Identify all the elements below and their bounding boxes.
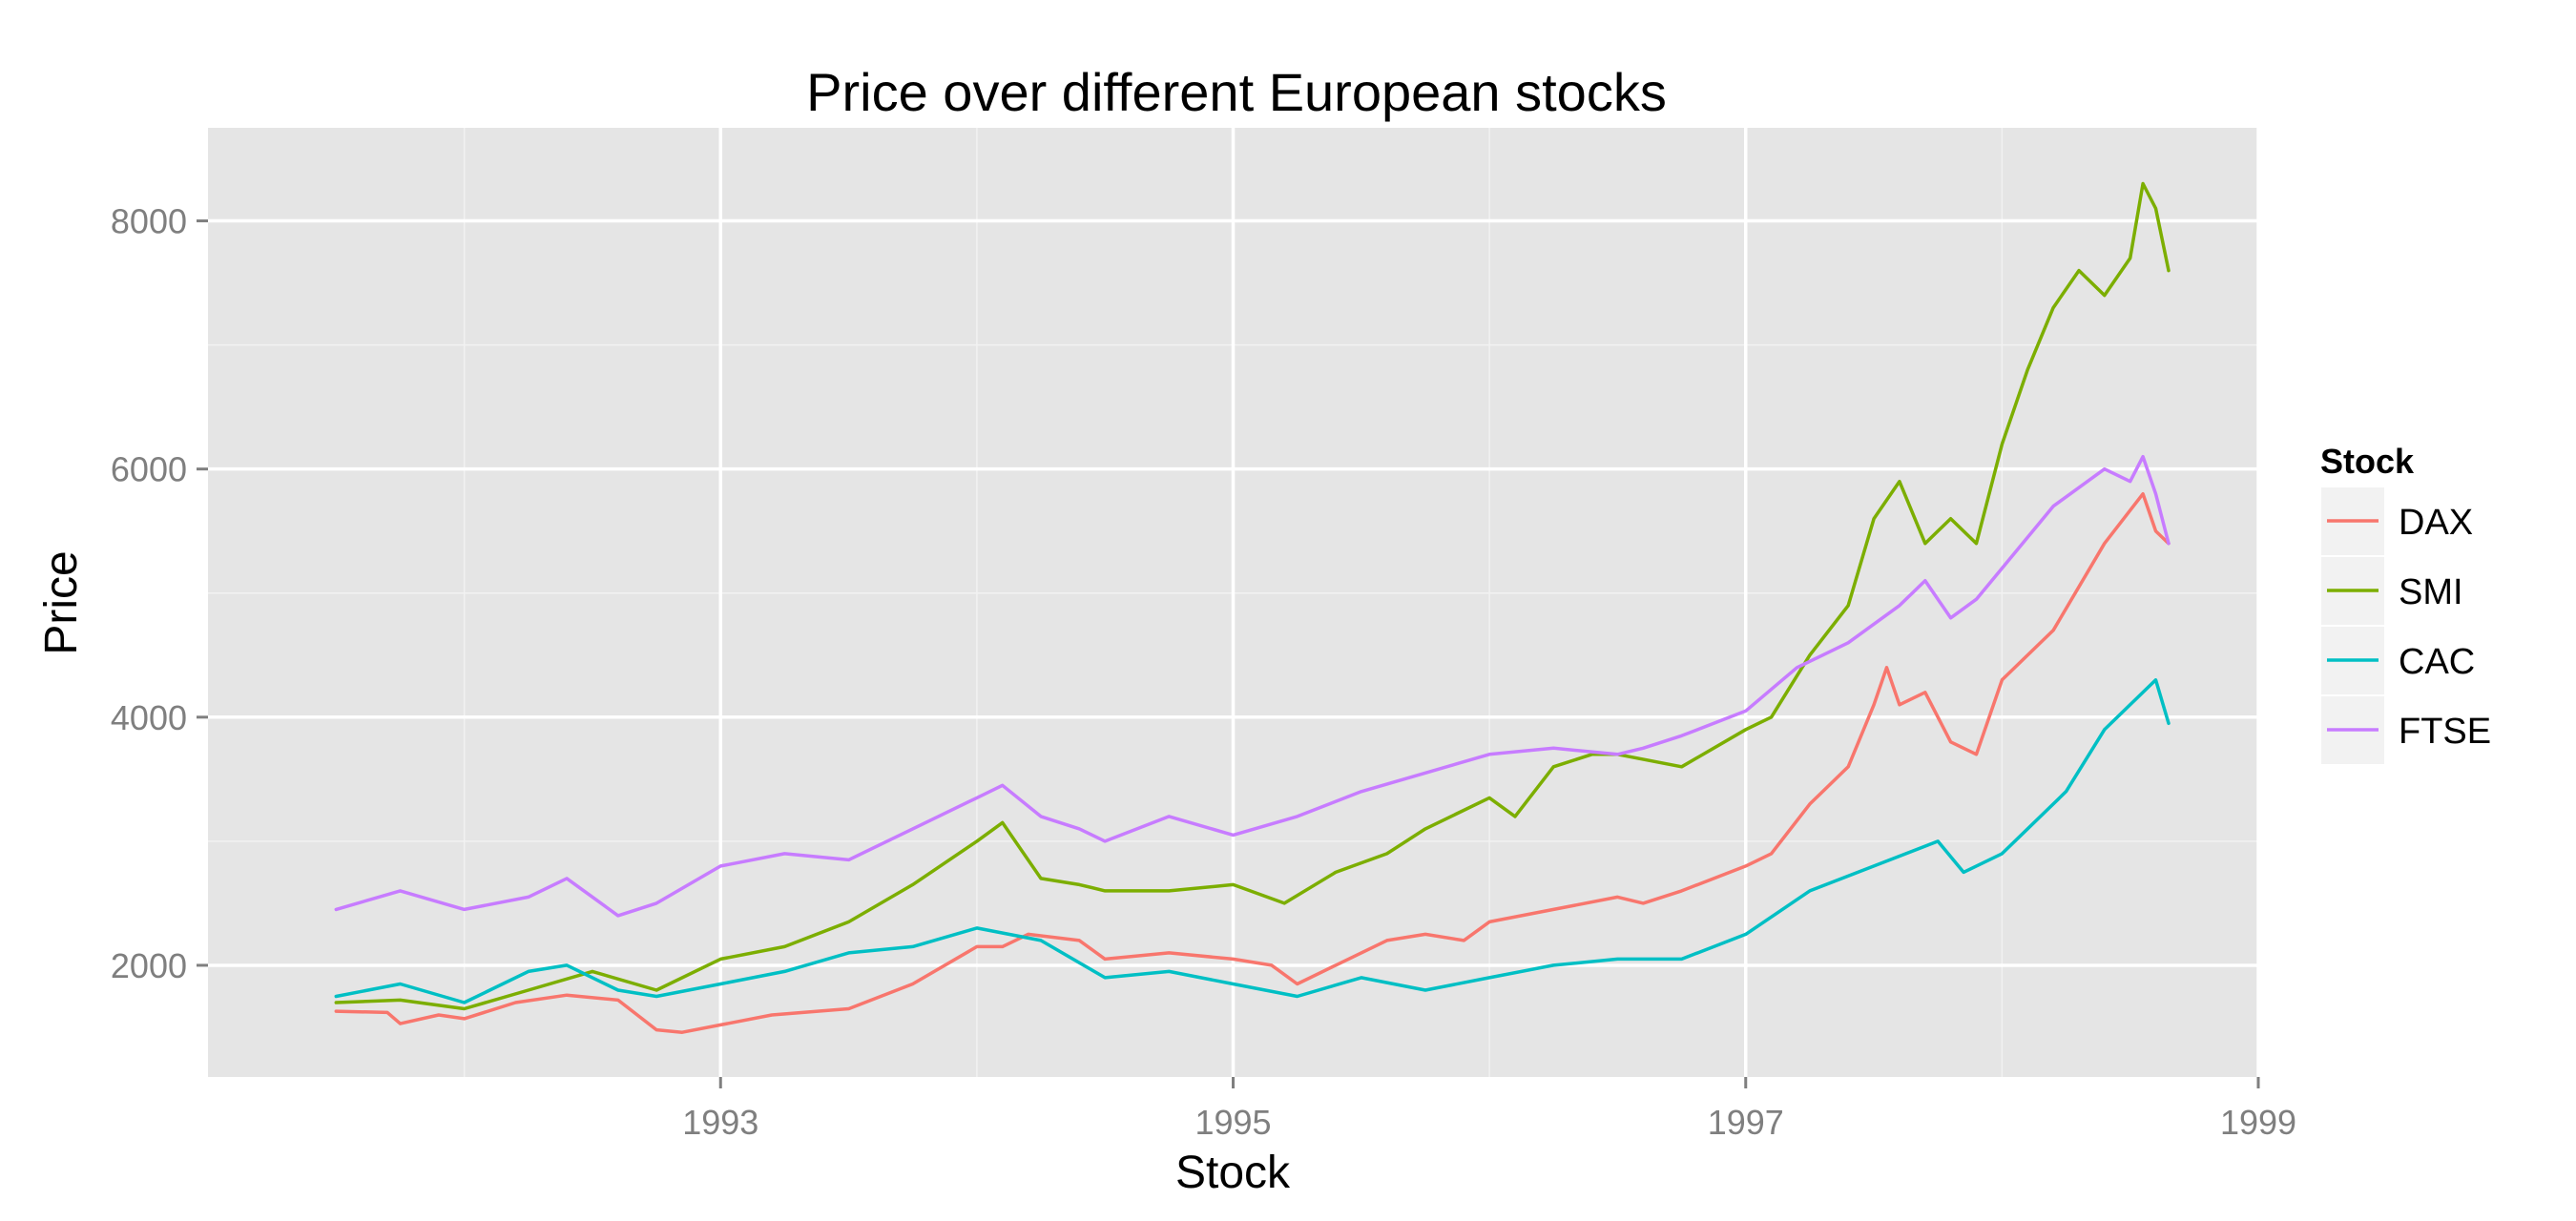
legend-label-dax: DAX: [2399, 503, 2473, 543]
x-axis-title: Stock: [1175, 1148, 1291, 1198]
legend-label-cac: CAC: [2399, 642, 2475, 682]
series-line-dax: [334, 491, 2171, 1034]
series-lines: [334, 181, 2171, 1034]
legend-label-smi: SMI: [2399, 572, 2463, 612]
legend-items: DAX SMI CAC FTSE: [2319, 486, 2491, 766]
x-tick-label: 1993: [682, 1103, 758, 1142]
y-tick-label: 4000: [111, 698, 187, 737]
x-tick-label: 1997: [1708, 1103, 1784, 1142]
tick-labels: 1993 1995 1997 1999 2000 4000 6000 8000: [111, 202, 2296, 1142]
series-line-ftse: [334, 454, 2171, 918]
major-grid: [208, 128, 2260, 1077]
legend-label-ftse: FTSE: [2399, 712, 2491, 752]
y-axis-title: Price: [36, 550, 87, 654]
legend: Stock DAX SMI CAC FTSE: [2319, 442, 2491, 766]
y-tick-label: 6000: [111, 450, 187, 489]
x-tick-label: 1999: [2220, 1103, 2296, 1142]
y-tick-label: 2000: [111, 946, 187, 985]
series-line-smi: [334, 181, 2171, 1011]
y-tick-label: 8000: [111, 202, 187, 241]
axis-ticks: [197, 219, 2260, 1088]
chart-title: Price over different European stocks: [806, 62, 1667, 122]
legend-title: Stock: [2320, 442, 2415, 481]
x-tick-label: 1995: [1195, 1103, 1271, 1142]
series-line-cac: [334, 678, 2171, 1004]
